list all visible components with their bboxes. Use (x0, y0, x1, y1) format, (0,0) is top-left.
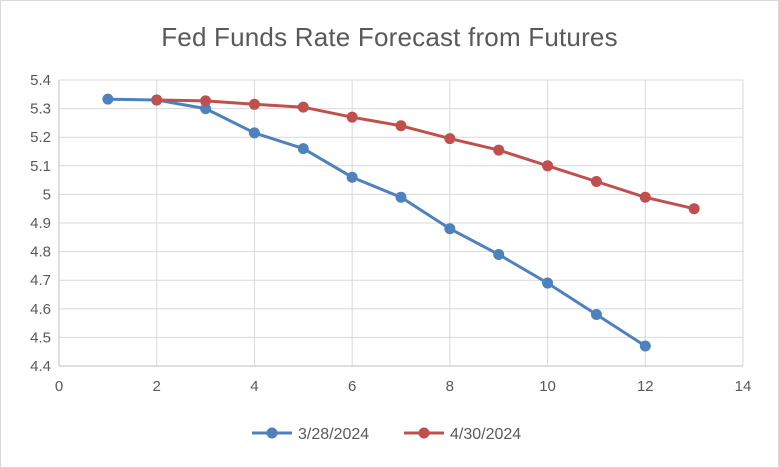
data-point (200, 95, 212, 107)
y-tick-label: 5 (43, 186, 51, 203)
data-point (444, 133, 456, 145)
series-lines (102, 93, 700, 352)
data-point (639, 340, 651, 352)
y-tick-label: 5.2 (30, 129, 51, 146)
y-tick-label: 5.3 (30, 101, 51, 118)
y-tick-label: 4.6 (30, 301, 51, 318)
data-point (151, 94, 163, 106)
y-tick-labels: 4.4 4.5 4.6 4.7 4.8 4.9 5 5.1 5.2 5.3 5.4 (30, 72, 51, 375)
data-point (444, 223, 456, 235)
x-tick-labels: 0 2 4 6 8 10 12 14 (55, 378, 752, 395)
x-tick-label: 14 (735, 378, 752, 395)
x-tick-label: 0 (55, 378, 63, 395)
data-point (542, 160, 554, 172)
legend-marker (418, 427, 430, 439)
data-point (639, 191, 651, 203)
data-point (297, 101, 309, 113)
data-point (395, 120, 407, 132)
series-line (106, 97, 647, 348)
data-point (590, 309, 602, 321)
legend-marker (266, 427, 278, 439)
chart-title: Fed Funds Rate Forecast from Futures (161, 22, 618, 52)
x-tick-label: 8 (446, 378, 454, 395)
data-point (346, 111, 358, 123)
legend-label: 4/30/2024 (450, 426, 521, 443)
x-tick-label: 6 (348, 378, 356, 395)
data-point (200, 103, 212, 115)
legend: 3/28/2024 4/30/2024 (252, 426, 521, 443)
data-point (297, 143, 309, 155)
x-tick-label: 12 (637, 378, 654, 395)
y-tick-label: 4.8 (30, 244, 51, 261)
y-tick-label: 4.7 (30, 272, 51, 289)
y-tick-label: 5.1 (30, 158, 51, 175)
y-tick-label: 4.9 (30, 215, 51, 232)
data-point (493, 248, 505, 260)
x-tick-label: 4 (250, 378, 258, 395)
data-point (395, 191, 407, 203)
data-point (248, 98, 260, 110)
data-point (688, 203, 700, 215)
y-tick-label: 5.4 (30, 72, 51, 89)
data-point (493, 144, 505, 156)
y-tick-label: 4.5 (30, 329, 51, 346)
data-point (542, 277, 554, 289)
legend-label: 3/28/2024 (298, 426, 369, 443)
data-point (590, 176, 602, 188)
y-tick-label: 4.4 (30, 358, 51, 375)
series-2 (151, 94, 700, 215)
legend-item: 4/30/2024 (404, 426, 521, 443)
data-point (248, 127, 260, 139)
x-tick-label: 10 (539, 378, 556, 395)
axes (58, 80, 743, 367)
series-line (155, 98, 696, 211)
series-1 (102, 93, 651, 352)
data-point (102, 93, 114, 105)
data-point (346, 171, 358, 183)
legend-item: 3/28/2024 (252, 426, 369, 443)
x-tick-label: 2 (153, 378, 161, 395)
